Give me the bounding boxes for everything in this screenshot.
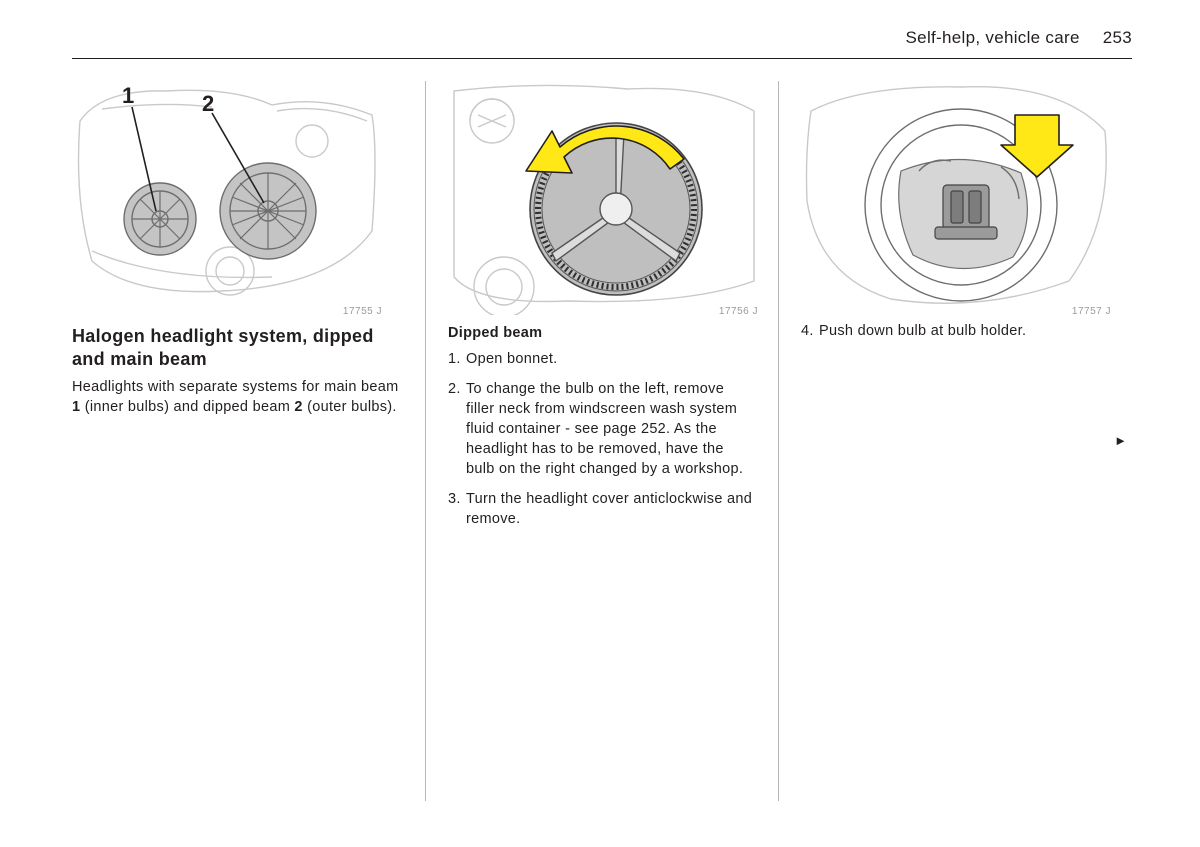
figure-id: 17757 J bbox=[1072, 306, 1111, 317]
column-2: 17756 J Dipped beam 1.Open bonnet. 2.To … bbox=[425, 81, 778, 801]
callout-1: 1 bbox=[122, 83, 134, 108]
figure-bulb-holder: 17757 J bbox=[801, 81, 1111, 315]
column-3: 17757 J 4. Push down bulb at bulb holder… bbox=[778, 81, 1131, 801]
cap-dipped-beam-icon bbox=[220, 163, 316, 259]
heading-halogen: Halogen headlight system, dipped and mai… bbox=[72, 325, 403, 370]
heading-dipped-beam: Dipped beam bbox=[448, 325, 756, 341]
column-1: 1 2 17755 J Halogen headlight system, di… bbox=[72, 81, 425, 801]
bulb-connector-icon bbox=[935, 185, 997, 239]
figure-headlight-caps: 1 2 17755 J bbox=[72, 81, 382, 315]
cap-main-beam-icon bbox=[124, 183, 196, 255]
steps-dipped-beam: 1.Open bonnet. 2.To change the bulb on t… bbox=[448, 349, 756, 529]
list-item: 1.Open bonnet. bbox=[448, 349, 756, 369]
list-item: 4. Push down bulb at bulb holder. bbox=[801, 321, 1109, 341]
figure-id: 17755 J bbox=[343, 306, 382, 317]
page-header: Self-help, vehicle care 253 bbox=[72, 28, 1132, 58]
page-number: 253 bbox=[1103, 28, 1132, 47]
figure-id: 17756 J bbox=[719, 306, 758, 317]
continuation-arrow-icon: ► bbox=[1114, 433, 1127, 448]
list-item: 3.Turn the headlight cover anticlockwise… bbox=[448, 489, 756, 529]
para-halogen: Headlights with separate systems for mai… bbox=[72, 378, 403, 417]
figure-cap-anticlockwise: 17756 J bbox=[448, 81, 758, 315]
section-title: Self-help, vehicle care bbox=[906, 28, 1080, 47]
header-rule bbox=[72, 58, 1132, 59]
steps-col3: 4. Push down bulb at bulb holder. bbox=[801, 321, 1109, 341]
list-item: 2.To change the bulb on the left, remove… bbox=[448, 379, 756, 479]
callout-2: 2 bbox=[202, 91, 214, 116]
